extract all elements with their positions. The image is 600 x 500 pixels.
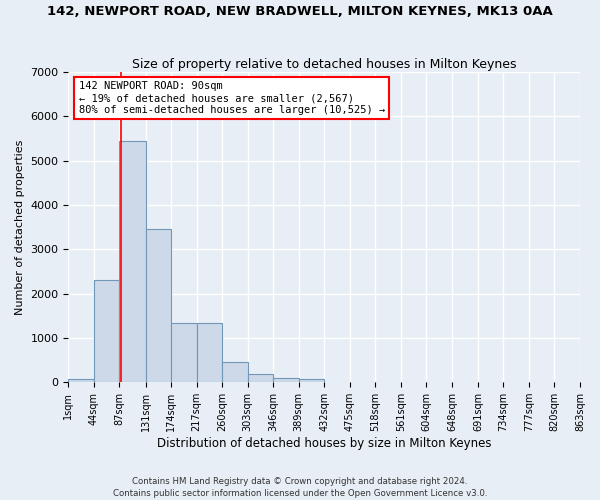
Title: Size of property relative to detached houses in Milton Keynes: Size of property relative to detached ho… xyxy=(132,58,517,71)
Text: 142, NEWPORT ROAD, NEW BRADWELL, MILTON KEYNES, MK13 0AA: 142, NEWPORT ROAD, NEW BRADWELL, MILTON … xyxy=(47,5,553,18)
Bar xyxy=(94,280,119,382)
Bar xyxy=(299,378,324,382)
Bar xyxy=(197,324,222,382)
Bar xyxy=(68,379,94,382)
Bar xyxy=(171,324,197,382)
Text: 142 NEWPORT ROAD: 90sqm
← 19% of detached houses are smaller (2,567)
80% of semi: 142 NEWPORT ROAD: 90sqm ← 19% of detache… xyxy=(79,82,385,114)
Bar xyxy=(222,362,248,382)
Bar xyxy=(146,230,171,382)
Bar xyxy=(273,378,299,382)
Text: Contains HM Land Registry data © Crown copyright and database right 2024.
Contai: Contains HM Land Registry data © Crown c… xyxy=(113,476,487,498)
Bar xyxy=(248,374,273,382)
X-axis label: Distribution of detached houses by size in Milton Keynes: Distribution of detached houses by size … xyxy=(157,437,491,450)
Y-axis label: Number of detached properties: Number of detached properties xyxy=(15,140,25,315)
Bar xyxy=(119,141,146,382)
